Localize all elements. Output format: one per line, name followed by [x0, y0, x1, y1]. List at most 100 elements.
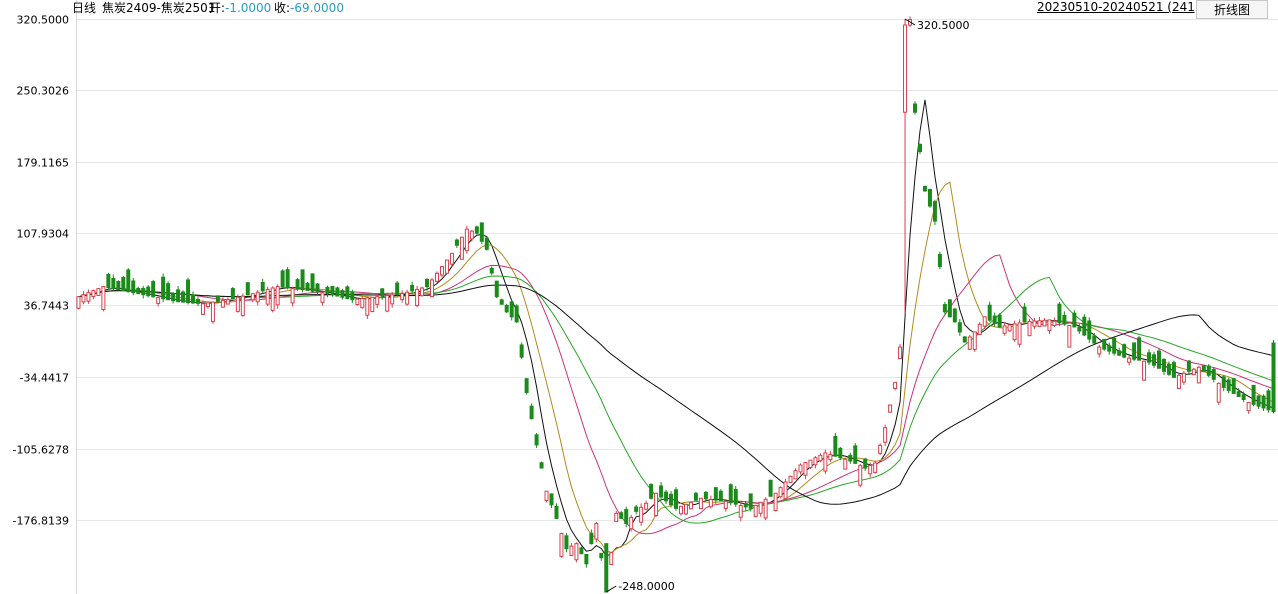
- candle-down: [549, 493, 554, 508]
- candle-down: [1057, 302, 1062, 327]
- candle-body: [594, 522, 599, 540]
- candle-body: [504, 304, 509, 313]
- candle-down: [529, 403, 534, 420]
- candle-down: [1166, 361, 1171, 376]
- candle-body: [683, 503, 688, 515]
- candle-down: [1132, 342, 1137, 362]
- candle-body: [599, 552, 604, 559]
- candle-down: [260, 278, 265, 294]
- candle-body: [415, 288, 420, 307]
- y-axis: 320.5000 250.3026 179.1165 107.9304 36.7443 -…: [13, 14, 69, 528]
- candle-up: [439, 265, 444, 278]
- candle-up: [873, 460, 878, 474]
- candle-body: [1256, 395, 1261, 407]
- candle-down: [509, 299, 514, 321]
- candle-body: [285, 269, 290, 289]
- candle-body: [828, 454, 833, 461]
- candle-body: [664, 491, 669, 502]
- candle-up: [1176, 373, 1181, 389]
- candle-body: [405, 291, 410, 305]
- candle-body: [758, 501, 763, 514]
- candle-down: [111, 274, 116, 291]
- candle-body: [1161, 358, 1166, 372]
- candle-body: [444, 259, 449, 274]
- candle-down: [1171, 360, 1176, 378]
- candle-body: [345, 286, 350, 299]
- candle-body: [972, 331, 977, 350]
- candle-body: [1137, 337, 1142, 361]
- candle-body: [898, 346, 903, 360]
- candle-body: [380, 288, 385, 297]
- candle-up: [200, 300, 205, 316]
- candle-body: [1117, 350, 1122, 356]
- candle-body: [539, 462, 544, 469]
- candle-down: [634, 504, 639, 515]
- candle-down: [285, 267, 290, 290]
- candle-up: [1027, 318, 1032, 337]
- candle-body: [629, 516, 634, 530]
- candle-down: [584, 553, 589, 568]
- candle-up: [210, 301, 215, 324]
- candle-down: [295, 278, 300, 291]
- candle-up: [91, 289, 96, 300]
- candle-down: [499, 298, 504, 305]
- candle-down: [917, 143, 922, 155]
- candle-body: [1037, 320, 1042, 327]
- candle-body: [1112, 337, 1117, 354]
- candle-body: [335, 287, 340, 297]
- candle-body: [803, 462, 808, 476]
- candle-down: [350, 289, 355, 304]
- candle-body: [634, 506, 639, 512]
- price-annotations: 320.5000 -248.0000: [606, 18, 970, 593]
- candle-up: [763, 497, 768, 521]
- candle-body: [1191, 368, 1196, 376]
- candle-down: [310, 273, 315, 293]
- candle-up: [1191, 367, 1196, 376]
- candle-up: [420, 286, 425, 297]
- candle-up: [265, 286, 270, 306]
- candle-up: [1142, 360, 1147, 382]
- candle-up: [1012, 320, 1017, 342]
- candle-body: [325, 286, 330, 295]
- candle-body: [858, 465, 863, 486]
- candle-up: [225, 297, 230, 305]
- candle-up: [644, 500, 649, 511]
- date-range-link[interactable]: 20230510-20240521 (241): [1037, 0, 1200, 14]
- close-label: 收:: [274, 1, 291, 15]
- candle-up: [878, 443, 883, 455]
- grid-lines: [76, 0, 1278, 594]
- candle-body: [166, 283, 171, 301]
- candle-down: [957, 319, 962, 336]
- candle-down: [1137, 336, 1142, 361]
- candle-down: [479, 222, 484, 244]
- candle-down: [186, 277, 191, 305]
- candle-body: [305, 282, 310, 291]
- candle-body: [1241, 394, 1246, 400]
- candle-up: [1017, 319, 1022, 348]
- candle-body: [1057, 303, 1062, 324]
- candle-down: [380, 288, 385, 300]
- candle-up: [365, 296, 370, 319]
- candle-body: [893, 381, 898, 389]
- candle-body: [1206, 365, 1211, 376]
- candle-up: [544, 490, 549, 503]
- candle-body: [91, 290, 96, 297]
- candle-up: [250, 293, 255, 303]
- candle-body: [220, 300, 225, 308]
- candle-down: [599, 552, 604, 561]
- candle-body: [1052, 320, 1057, 327]
- line-chart-toggle-button[interactable]: 折线图: [1196, 0, 1268, 19]
- candle-down: [245, 282, 250, 296]
- candle-down: [181, 290, 186, 303]
- candle-body: [992, 315, 997, 325]
- candle-down: [1092, 332, 1097, 344]
- y-tick-label: 36.7443: [24, 300, 70, 313]
- candle-down: [106, 272, 111, 290]
- candle-body: [1251, 384, 1256, 405]
- candle-body: [1072, 312, 1077, 328]
- candle-body: [559, 533, 564, 557]
- candle-up: [813, 456, 818, 469]
- candle-down: [743, 500, 748, 511]
- y-tick-label: 179.1165: [17, 157, 70, 170]
